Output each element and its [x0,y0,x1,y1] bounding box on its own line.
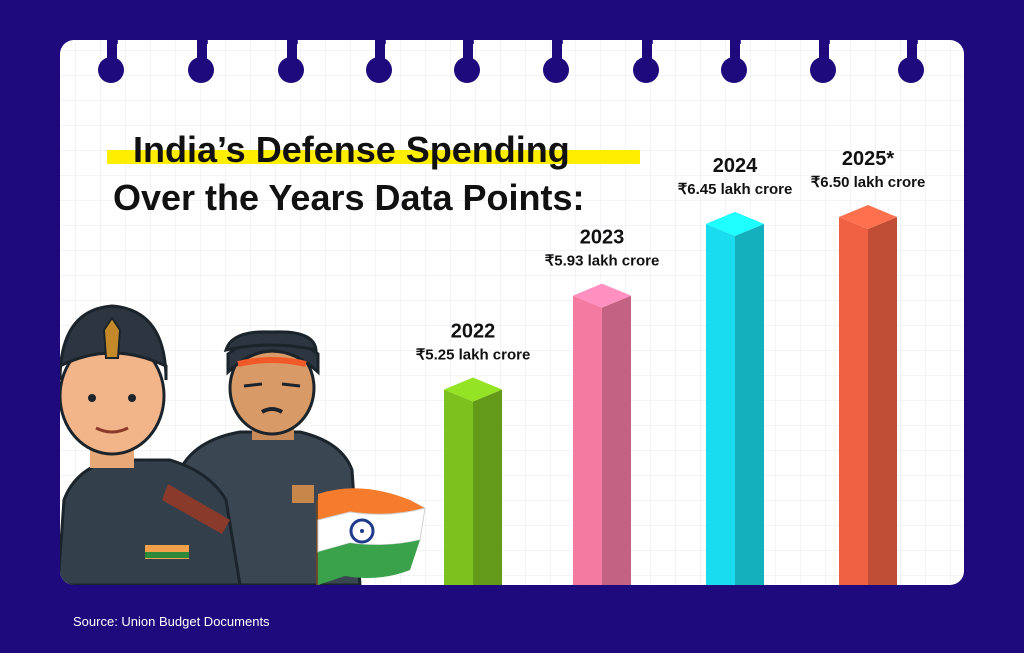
bar-top [839,205,897,229]
bar-category-label: 2022 [451,321,496,343]
bar-face-left [839,217,868,585]
bar-top [706,211,764,236]
bar-face-left [444,389,473,585]
spiral-ring [454,2,480,83]
bar-category-label: 2025* [842,148,894,170]
soldier-front [60,304,242,585]
bar-series: 2022 ₹5.25 lakh crore 2023 ₹5.93 lakh crore… [416,148,926,585]
bar-value-label: ₹5.93 lakh crore [545,253,660,270]
bar-value-label: ₹6.45 lakh crore [678,181,793,198]
spiral-ring [98,2,124,83]
india-flag [316,488,426,585]
soldiers-illustration [60,304,426,585]
bar-top [573,283,631,308]
spiral-ring [543,2,569,83]
title-block: India’s Defense Spending Over the Years … [107,129,640,218]
bar-category-label: 2024 [713,155,758,177]
bar-face-right [735,223,764,585]
spiral-ring [810,2,836,83]
bar-category-label: 2023 [580,227,625,249]
bar-2023: 2023 ₹5.93 lakh crore [545,227,660,585]
spiral-ring [721,2,747,83]
bar-face-right [602,295,631,585]
bar-face-left [706,223,735,585]
spiral-ring [188,2,214,83]
spiral-binding [98,2,924,83]
title-line-1: India’s Defense Spending [133,129,570,170]
bar-face-right [473,389,502,585]
spiral-ring [366,2,392,83]
bar-top [444,377,502,402]
bar-2022: 2022 ₹5.25 lakh crore [416,321,531,585]
bar-2025: 2025* ₹6.50 lakh crore [811,148,926,585]
title-highlight [107,150,640,164]
source-note: Source: Union Budget Documents [73,614,270,629]
spiral-ring [898,2,924,83]
bar-value-label: ₹5.25 lakh crore [416,347,531,364]
bar-face-right [868,217,897,585]
bar-2024: 2024 ₹6.45 lakh crore [678,155,793,585]
bar-value-label: ₹6.50 lakh crore [811,174,926,191]
title-line-2: Over the Years Data Points: [113,177,585,218]
bar-face-left [573,295,602,585]
spiral-ring [633,2,659,83]
spiral-ring [278,2,304,83]
